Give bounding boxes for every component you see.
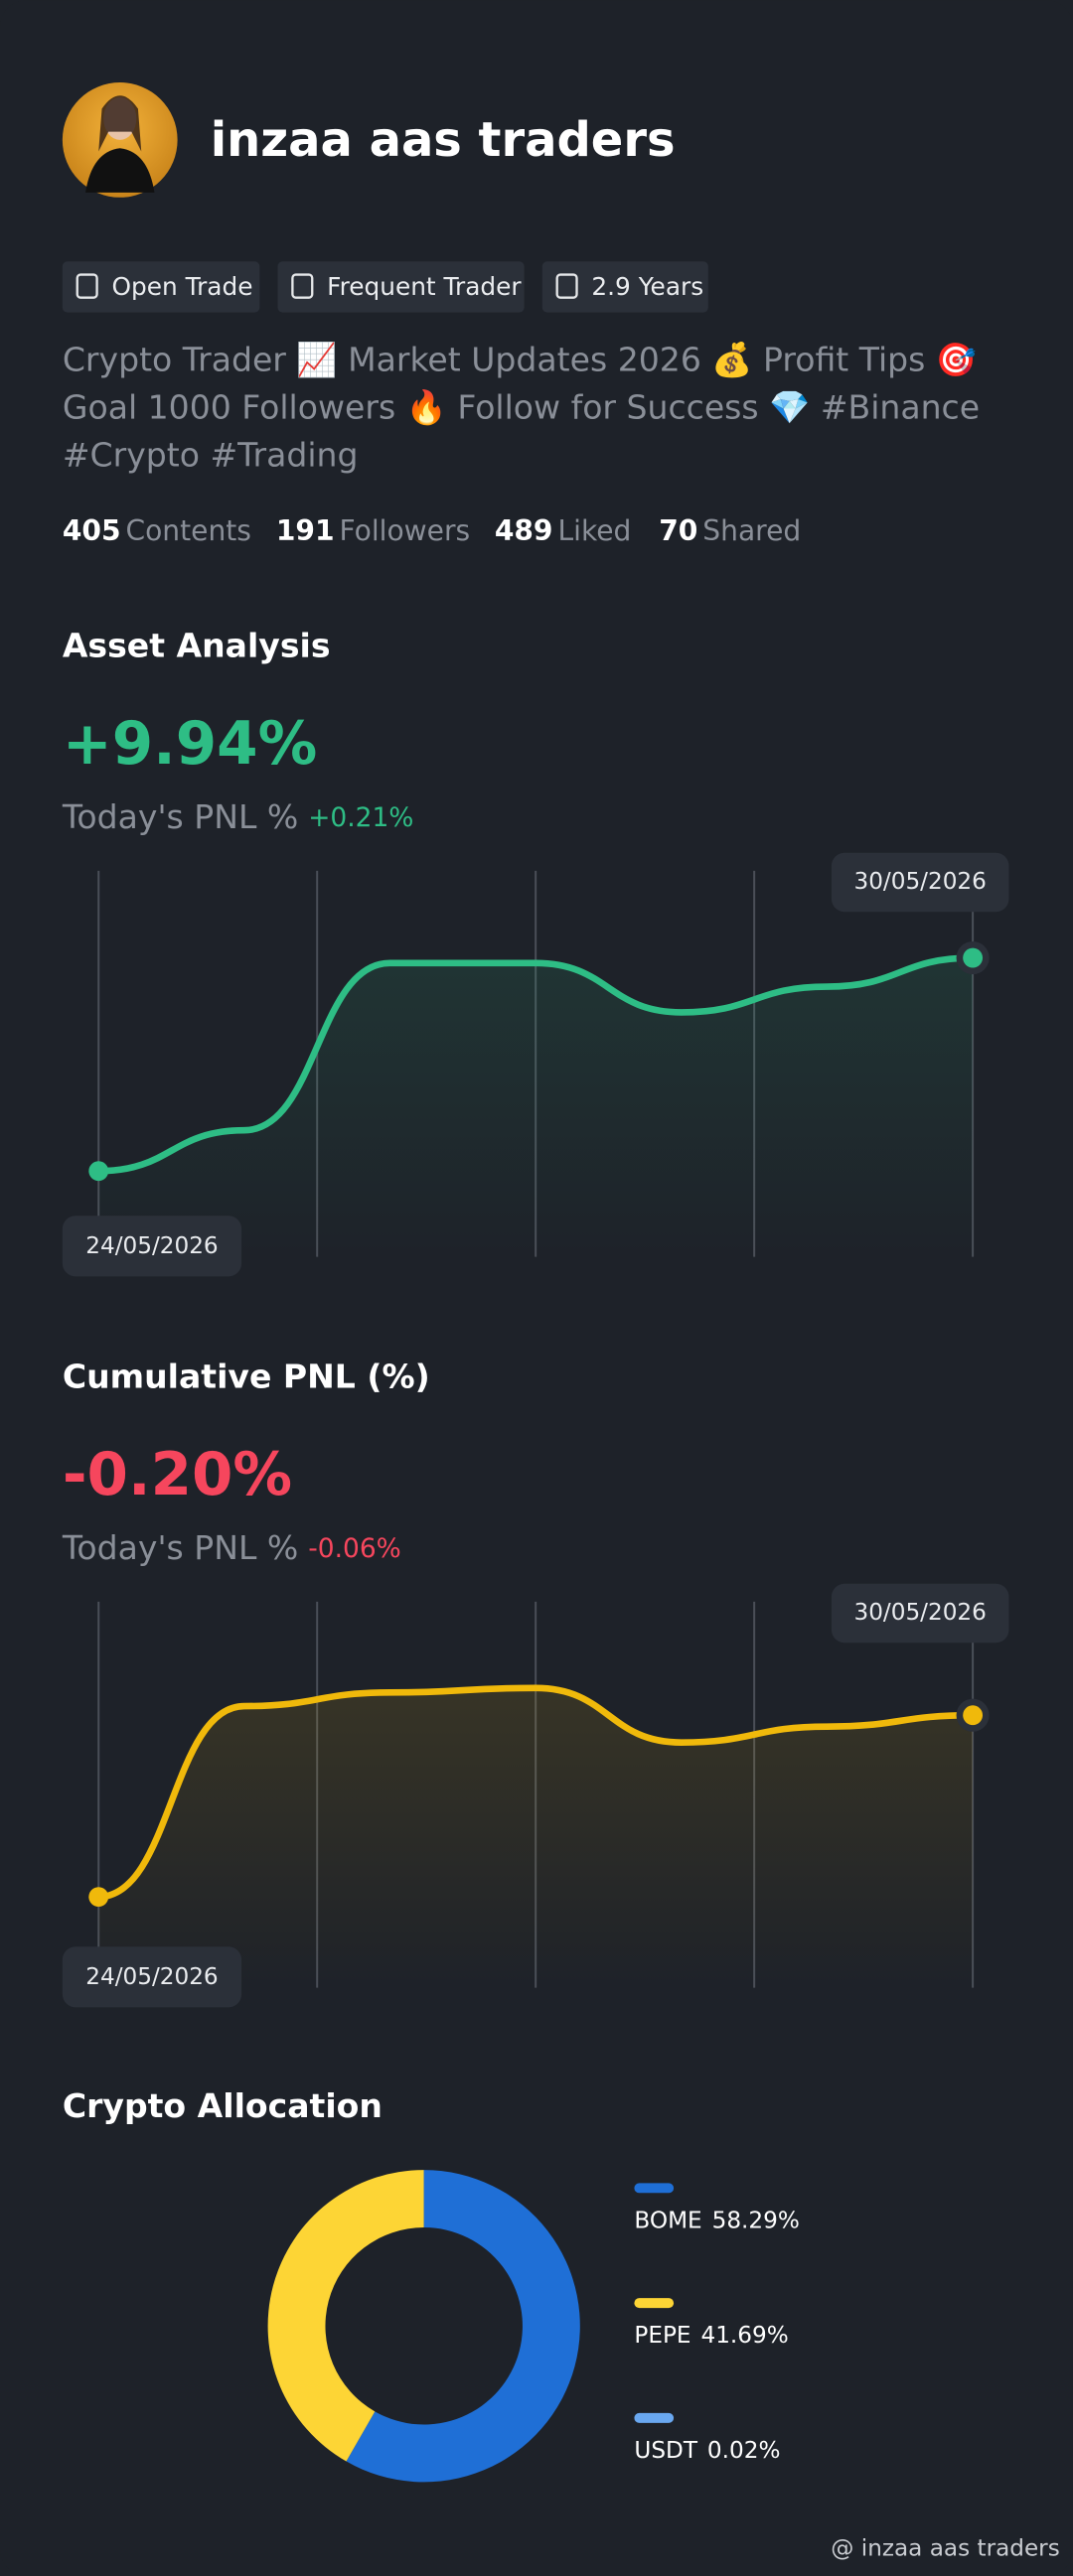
date-box — [62, 1216, 242, 1277]
date-box — [831, 1583, 1009, 1644]
today-label: Today's PNL % — [62, 796, 298, 835]
avatar-body — [85, 148, 155, 193]
date-box — [831, 852, 1009, 913]
legend-name: BOME — [634, 2208, 701, 2233]
area — [98, 957, 974, 1257]
line — [94, 954, 977, 1175]
donut-slice — [267, 2170, 424, 2462]
date-label: 30/05/2026 — [853, 1600, 986, 1626]
today-pnl: Today's PNL % +0.21% — [62, 796, 414, 835]
legend-swatch — [634, 2298, 675, 2309]
today-value: -0.06% — [308, 1532, 401, 1563]
charts: Asset Analysis +9.94% Today's PNL % +0.21% 3… — [62, 626, 1009, 2483]
avatar-hair — [98, 95, 142, 152]
legend-value: 0.02% — [707, 2437, 781, 2463]
stat-value: 489 — [495, 514, 553, 547]
legend-swatch — [634, 2183, 675, 2194]
today-value: +0.21% — [308, 801, 413, 832]
stat: 489 Liked — [495, 514, 632, 547]
badge-label: Frequent Trader — [327, 272, 522, 301]
line — [94, 1684, 977, 1901]
bio-line: #Crypto #Trading — [63, 436, 359, 475]
date-label: 24/05/2026 — [85, 1964, 218, 1990]
legend-entry: BOME 58.29% — [634, 2208, 799, 2233]
badge-bg — [541, 261, 708, 313]
bio: Crypto Trader 📈 Market Updates 2026 💰 Pr… — [63, 341, 980, 475]
stat: 405 Contents — [63, 514, 251, 547]
legend-name: PEPE — [634, 2323, 690, 2349]
stat-value: 70 — [659, 514, 697, 547]
section-title: Crypto Allocation — [63, 2086, 383, 2125]
today-label: Today's PNL % — [62, 1527, 298, 1566]
headline: +9.94% — [63, 710, 317, 779]
point — [963, 1705, 984, 1726]
badge[interactable]: Frequent Trader — [277, 261, 525, 313]
legend-name: USDT — [634, 2437, 697, 2463]
badge-label: 2.9 Years — [591, 272, 703, 301]
badge-icon — [555, 273, 578, 299]
point — [963, 947, 984, 968]
stat-label: Liked — [557, 514, 631, 547]
badges: Open Trade Frequent Trader 2.9 Years — [62, 261, 708, 313]
stat-value: 191 — [276, 514, 335, 547]
badge-icon — [76, 273, 98, 299]
legend-value: 41.69% — [700, 2323, 788, 2349]
stat-label: Followers — [340, 514, 471, 547]
badge[interactable]: 2.9 Years — [541, 261, 708, 313]
headline: -0.20% — [63, 1441, 292, 1509]
point — [88, 1887, 109, 1908]
point — [88, 1161, 109, 1182]
bio-line: Crypto Trader 📈 Market Updates 2026 💰 Pr… — [63, 341, 977, 380]
stat: 191 Followers — [276, 514, 470, 547]
donut-slice — [346, 2170, 580, 2483]
area — [98, 1687, 974, 1988]
watermark: @ inzaa aas traders — [831, 2536, 1060, 2562]
badge-icon — [291, 273, 314, 299]
date-label: 30/05/2026 — [853, 869, 986, 895]
legend-entry: PEPE 41.69% — [634, 2323, 788, 2349]
section-title: Asset Analysis — [63, 626, 331, 664]
date-box — [62, 1946, 242, 2008]
badge-label: Open Trade — [111, 272, 252, 301]
bio-line: Goal 1000 Followers 🔥 Follow for Success… — [63, 388, 980, 427]
avatar[interactable] — [62, 82, 178, 198]
date-label: 24/05/2026 — [85, 1233, 218, 1259]
badge-bg — [277, 261, 525, 313]
stat-value: 405 — [63, 514, 121, 547]
legend-entry: USDT 0.02% — [634, 2437, 780, 2463]
stat: 70 Shared — [659, 514, 801, 547]
legend-swatch — [634, 2412, 675, 2423]
stat-label: Contents — [125, 514, 250, 547]
badge[interactable]: Open Trade — [62, 261, 260, 313]
section-title: Cumulative PNL (%) — [63, 1357, 430, 1395]
legend-value: 58.29% — [712, 2208, 800, 2233]
badge-bg — [62, 261, 260, 313]
profile-name: inzaa aas traders — [211, 112, 676, 168]
stats: 405 Contents 191 Followers 489 Liked 70 Shared — [63, 514, 801, 547]
stat-label: Shared — [702, 514, 801, 547]
today-pnl: Today's PNL % -0.06% — [62, 1527, 401, 1566]
